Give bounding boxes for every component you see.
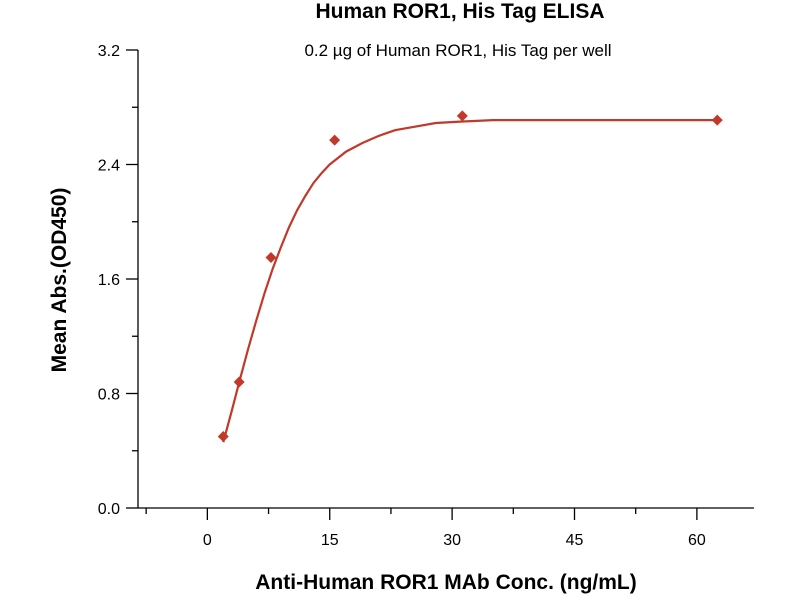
data-point	[217, 430, 229, 442]
data-point	[233, 376, 245, 388]
data-point	[329, 134, 341, 146]
y-tick-label: 1.6	[98, 272, 120, 289]
x-tick-label: 30	[443, 532, 461, 549]
x-tick-label: 15	[321, 532, 339, 549]
data-point	[456, 110, 468, 122]
fit-curve-group	[222, 119, 718, 443]
y-tick-label: 2.4	[98, 158, 120, 175]
x-axis-label: Anti-Human ROR1 MAb Conc. (ng/mL)	[255, 571, 636, 594]
x-tick-label: 45	[566, 532, 584, 549]
y-tick-label: 0.8	[98, 387, 120, 404]
x-tick-label: 0	[203, 532, 212, 549]
y-tick-label: 0.0	[98, 501, 120, 518]
data-point	[711, 114, 723, 126]
chart-subtitle: 0.2 µg of Human ROR1, His Tag per well	[304, 41, 611, 60]
chart-title: Human ROR1, His Tag ELISA	[316, 0, 605, 23]
data-point	[265, 252, 277, 264]
y-tick-label: 3.2	[98, 43, 120, 60]
fit-curve	[222, 119, 718, 443]
y-axis-label: Mean Abs.(OD450)	[48, 188, 71, 373]
data-points	[217, 110, 723, 442]
tick-labels: 0.0 0.8 1.6 2.4 3.2 0 15 30 45 60	[98, 43, 706, 549]
x-tick-label: 60	[688, 532, 706, 549]
axes	[126, 49, 754, 520]
